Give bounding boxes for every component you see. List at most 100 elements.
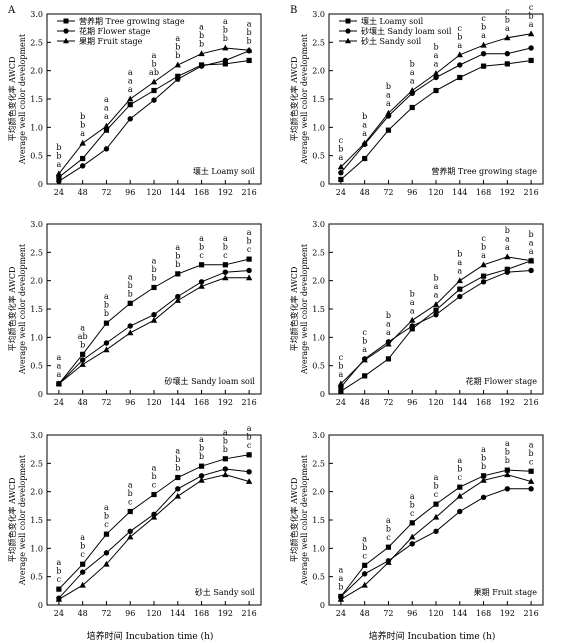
- data-point-triangle: [456, 277, 463, 284]
- data-point-circle: [480, 279, 487, 285]
- data-point-square: [409, 326, 415, 332]
- data-point-circle: [175, 293, 181, 300]
- data-point-circle: [246, 469, 252, 475]
- x-tick-label: 192: [500, 398, 515, 407]
- data-point-circle: [433, 311, 439, 318]
- significance-letter: b: [481, 453, 486, 462]
- significance-letter: a: [199, 23, 204, 32]
- y-axis-title-en: Average well color development: [18, 454, 27, 586]
- x-tick-label: 144: [452, 398, 467, 407]
- significance-letter: a: [410, 77, 415, 86]
- significance-letter: c: [529, 3, 534, 12]
- significance-letter: c: [529, 457, 534, 466]
- significance-letter: a: [152, 256, 157, 265]
- y-tick-label: 0: [38, 180, 43, 189]
- data-point-triangle: [385, 559, 392, 565]
- data-point-square: [103, 531, 110, 537]
- data-point-square: [222, 456, 228, 462]
- significance-letter: b: [433, 273, 438, 282]
- plot-frame: [46, 223, 262, 395]
- legend-label: 花期 Flower stage: [79, 26, 151, 36]
- significance-letter: a: [80, 323, 85, 332]
- data-point-triangle: [174, 297, 181, 303]
- plot-frame: [46, 434, 262, 606]
- significance-letter: c: [80, 550, 85, 559]
- data-point-circle: [151, 311, 157, 318]
- significance-letter: a: [386, 99, 391, 108]
- data-point-square: [528, 57, 534, 64]
- significance-letter: a: [223, 17, 228, 26]
- significance-letter: b: [410, 500, 415, 509]
- significance-letter: a: [128, 68, 133, 77]
- significance-letter: b: [223, 242, 228, 251]
- y-tick-label: 1.0: [30, 123, 43, 132]
- significance-letter: b: [175, 260, 180, 269]
- x-tick-label: 96: [407, 398, 417, 407]
- data-point-triangle: [361, 356, 368, 363]
- data-point-triangle: [480, 476, 487, 483]
- significance-letter: b: [247, 28, 252, 37]
- significance-letter: a: [362, 121, 367, 130]
- x-tick-label: 168: [476, 609, 491, 618]
- data-point-circle: [127, 528, 133, 535]
- significance-letter: b: [481, 462, 486, 471]
- data-point-square: [175, 73, 181, 79]
- significance-letter: b: [433, 482, 438, 491]
- data-point-triangle: [456, 492, 463, 499]
- significance-letter: a: [481, 251, 486, 260]
- significance-letter: c: [458, 473, 463, 482]
- significance-letter: b: [175, 464, 180, 473]
- data-point-triangle: [55, 170, 63, 177]
- y-tick-label: 0.5: [312, 362, 325, 371]
- data-point-square: [409, 520, 415, 526]
- significance-letter: a: [104, 112, 109, 121]
- significance-letter: a: [56, 370, 61, 379]
- data-point-square: [504, 266, 510, 272]
- data-point-circle: [246, 267, 252, 274]
- significance-letter: a: [529, 20, 534, 29]
- data-point-circle: [457, 508, 463, 515]
- significance-letter: b: [56, 151, 61, 160]
- significance-letter: a: [152, 464, 157, 473]
- y-tick-label: 0.5: [30, 362, 43, 371]
- data-point-square: [198, 262, 205, 268]
- legend-label: 砂壤土 Sandy loam soil: [361, 26, 452, 36]
- significance-letter: b: [505, 226, 510, 235]
- significance-letter: b: [505, 448, 510, 457]
- significance-letter: ab: [78, 332, 88, 341]
- x-tick-label: 120: [146, 609, 161, 618]
- y-tick-label: 1.5: [30, 95, 43, 104]
- data-point-square: [175, 271, 181, 277]
- x-tick-label: 24: [336, 609, 346, 618]
- significance-letter: b: [151, 472, 156, 481]
- significance-letter: b: [223, 436, 228, 445]
- significance-letter: a: [434, 60, 439, 69]
- significance-letter: a: [175, 447, 180, 456]
- x-axis-title-right: 培养时间 Incubation time (h): [369, 630, 496, 642]
- significance-letter: a: [175, 243, 180, 252]
- data-point-square: [103, 320, 110, 326]
- significance-letter: b: [80, 542, 85, 551]
- chart-panel-6: 0 0.5 1.0 1.5 2.0 2.5 3.0 24 48 72 96 120 144 168 192 2…: [289, 431, 544, 618]
- significance-letter: b: [529, 449, 534, 458]
- significance-letter: a: [128, 272, 133, 281]
- x-tick-label: 216: [241, 188, 256, 197]
- data-point-circle: [103, 146, 110, 152]
- significance-letter: b: [386, 525, 391, 534]
- y-tick-label: 1.5: [30, 516, 43, 525]
- significance-letter: a: [362, 129, 367, 138]
- y-tick-label: 2.5: [30, 248, 43, 257]
- significance-letter: c: [386, 533, 391, 542]
- significance-letter: b: [128, 289, 133, 298]
- data-point-square: [151, 491, 157, 498]
- x-tick-label: 216: [523, 188, 538, 197]
- data-point-square: [198, 463, 205, 469]
- y-tick-label: 0: [38, 601, 43, 610]
- legend-marker-circle: [63, 28, 69, 34]
- data-point-triangle: [385, 340, 392, 347]
- significance-letter: a: [338, 153, 343, 162]
- data-point-square: [246, 452, 252, 458]
- data-point-circle: [457, 293, 463, 300]
- data-point-square: [480, 63, 487, 69]
- y-axis-title-cn: 平均颜色变化率 AWCD: [289, 478, 299, 563]
